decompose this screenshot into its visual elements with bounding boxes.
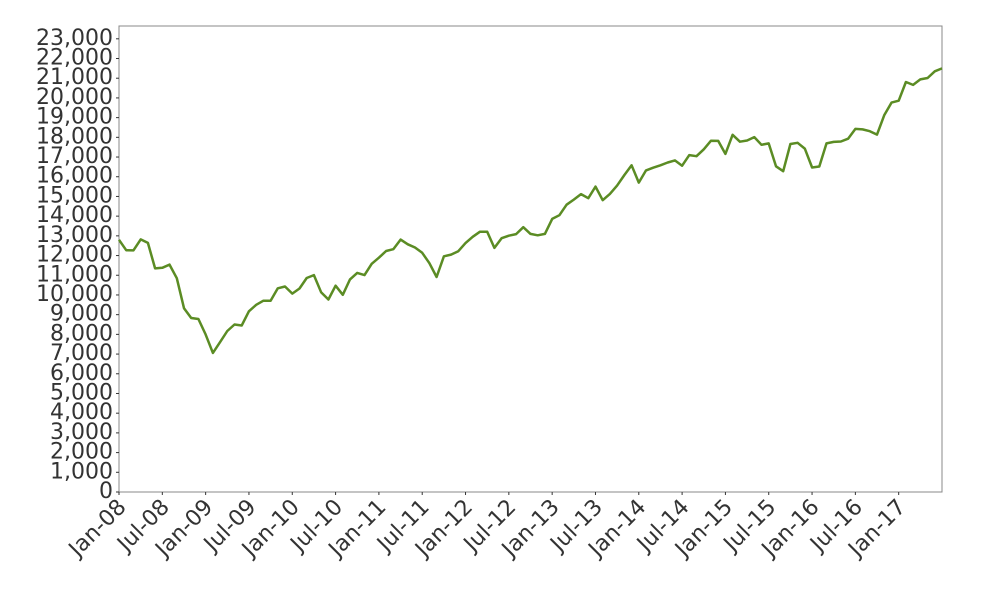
- plot-frame: [118, 25, 943, 493]
- y-tick-label: 5,000: [50, 380, 113, 405]
- x-tick-label: Jan-08: [63, 495, 131, 563]
- y-tick-label: 1,000: [50, 459, 113, 484]
- y-tick-label: 22,000: [36, 46, 113, 71]
- y-tick-label: 17,000: [36, 144, 113, 169]
- y-tick-label: 3,000: [50, 420, 113, 445]
- y-tick-label: 13,000: [36, 223, 113, 248]
- y-tick-label: 12,000: [36, 243, 113, 268]
- y-tick-label: 21,000: [36, 65, 113, 90]
- data-line: [117, 67, 943, 355]
- y-tick-label: 8,000: [50, 321, 113, 346]
- y-tick-label: 2,000: [50, 440, 113, 465]
- y-tick-label: 9,000: [50, 302, 113, 327]
- y-tick-label: 20,000: [36, 85, 113, 110]
- y-tick-label: 11,000: [36, 262, 113, 287]
- y-tick-label: 18,000: [36, 124, 113, 149]
- y-tick-label: 7,000: [50, 341, 113, 366]
- y-tick-label: 15,000: [36, 183, 113, 208]
- y-tick-label: 14,000: [36, 203, 113, 228]
- y-tick-label: 23,000: [36, 26, 113, 51]
- y-tick-label: 6,000: [50, 361, 113, 386]
- y-tick-label: 19,000: [36, 105, 113, 130]
- y-tick-label: 0: [99, 479, 113, 504]
- y-tick-label: 10,000: [36, 282, 113, 307]
- y-tick-label: 4,000: [50, 400, 113, 425]
- y-tick-label: 16,000: [36, 164, 113, 189]
